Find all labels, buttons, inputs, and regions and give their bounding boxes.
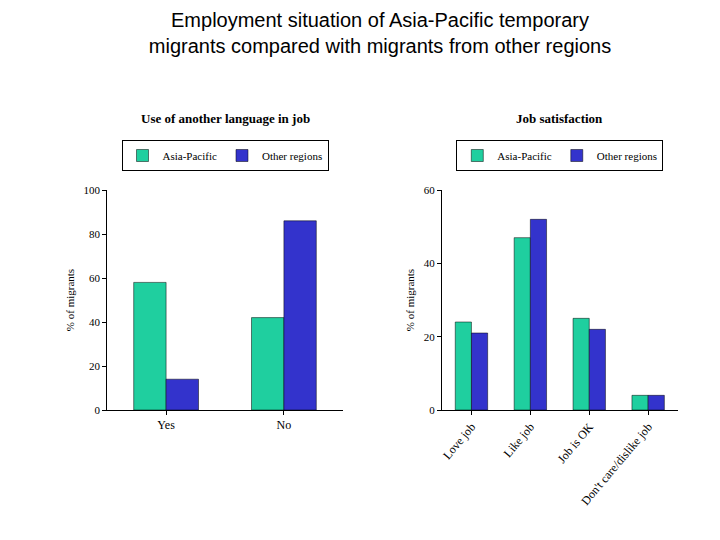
svg-text:Asia-Pacific: Asia-Pacific (497, 150, 551, 162)
svg-text:% of migrants: % of migrants (64, 269, 76, 331)
svg-text:% of migrants: % of migrants (404, 269, 416, 331)
svg-text:40: 40 (89, 316, 101, 328)
svg-text:60: 60 (89, 272, 101, 284)
svg-text:Like job: Like job (501, 420, 538, 460)
svg-text:100: 100 (84, 184, 101, 196)
svg-text:Other regions: Other regions (262, 150, 322, 162)
svg-text:Love job: Love job (440, 420, 478, 462)
svg-text:No: No (277, 418, 292, 432)
svg-text:0: 0 (429, 404, 435, 416)
svg-text:60: 60 (424, 184, 436, 196)
svg-text:20: 20 (89, 360, 101, 372)
svg-text:Job satisfaction: Job satisfaction (516, 111, 603, 126)
svg-text:Yes: Yes (157, 418, 175, 432)
svg-text:Use of another language in job: Use of another language in job (141, 111, 310, 126)
svg-text:40: 40 (424, 257, 436, 269)
svg-text:Other regions: Other regions (597, 150, 657, 162)
svg-text:Job is OK: Job is OK (555, 420, 597, 466)
svg-text:Don't care/dislike job: Don't care/dislike job (578, 420, 655, 508)
svg-text:80: 80 (89, 228, 101, 240)
svg-text:Employment situation of Asia-P: Employment situation of Asia-Pacific tem… (149, 9, 611, 57)
svg-text:0: 0 (95, 404, 101, 416)
svg-text:20: 20 (424, 331, 436, 343)
svg-text:Asia-Pacific: Asia-Pacific (163, 150, 217, 162)
